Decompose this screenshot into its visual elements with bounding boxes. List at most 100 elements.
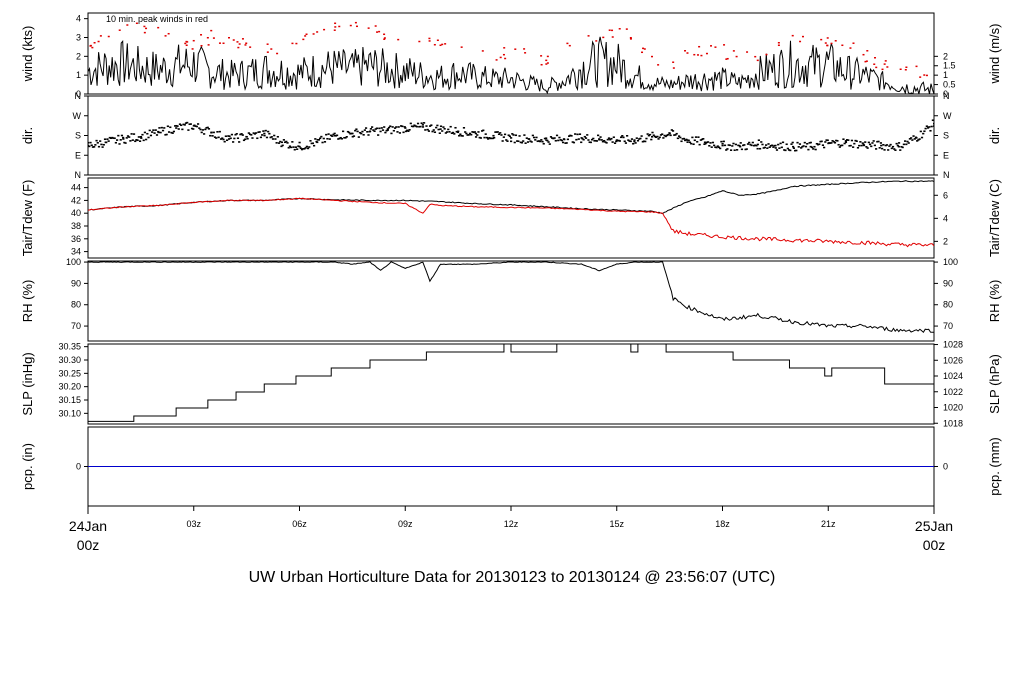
wind-dir-point xyxy=(767,143,770,145)
wind-dir-point xyxy=(815,142,818,145)
peak-wind-point xyxy=(184,42,187,45)
wind-dir-point xyxy=(176,125,179,127)
wind-dir-point xyxy=(656,135,659,138)
wind-dir-point xyxy=(726,148,729,150)
wind-dir-point xyxy=(464,131,467,133)
wind-dir-point xyxy=(460,134,463,137)
wind-dir-point xyxy=(715,146,718,149)
wind-dir-point xyxy=(746,143,750,145)
wind-dir-point xyxy=(439,128,442,130)
wind-dir-point xyxy=(613,142,617,145)
wind-dir-point xyxy=(187,129,190,131)
wind-dir-point xyxy=(879,142,883,144)
wind-dir-point xyxy=(905,143,908,146)
series-wind-speed xyxy=(88,36,934,94)
wind-dir-point xyxy=(287,146,290,149)
wind-dir-point xyxy=(395,126,398,128)
peak-wind-point xyxy=(191,48,194,50)
wind-dir-point xyxy=(412,125,415,128)
peak-wind-point xyxy=(378,30,381,33)
wind-dir-point xyxy=(369,128,373,130)
wind-dir-point xyxy=(436,124,439,127)
wind-dir-point xyxy=(358,131,362,134)
wind-dir-point xyxy=(796,141,799,144)
wind-dir-point xyxy=(576,133,579,136)
wind-dir-point xyxy=(878,147,881,149)
wind-dir-point xyxy=(727,144,730,146)
wind-dir-point xyxy=(188,123,191,126)
wind-dir-point xyxy=(667,133,670,136)
peak-wind-point xyxy=(504,57,507,60)
wind-dir-point xyxy=(632,142,635,145)
wind-dir-point xyxy=(496,131,499,133)
peak-wind-point xyxy=(237,46,240,49)
peak-wind-point xyxy=(864,60,867,63)
wind-dir-point xyxy=(786,147,789,150)
wind-dir-point xyxy=(181,128,184,131)
wind-dir-point xyxy=(257,131,260,133)
peak-wind-point xyxy=(865,60,868,62)
wind-dir-point xyxy=(139,135,143,138)
wind-dir-point xyxy=(554,139,557,142)
wind-dir-point xyxy=(903,140,907,142)
peak-wind-point xyxy=(852,42,855,44)
wind-dir-point xyxy=(663,134,666,137)
wind-dir-point xyxy=(931,119,934,122)
right-tick-label: 1.5 xyxy=(943,61,956,71)
wind-dir-point xyxy=(154,129,157,131)
peak-wind-point xyxy=(222,42,225,45)
wind-dir-point xyxy=(758,147,762,150)
wind-dir-point xyxy=(756,147,759,150)
peak-wind-point xyxy=(338,25,341,28)
wind-dir-point xyxy=(360,132,363,135)
wind-dir-point xyxy=(319,137,322,140)
peak-wind-point xyxy=(735,55,738,58)
wind-dir-point xyxy=(100,143,103,146)
wind-dir-point xyxy=(807,148,810,151)
wind-dir-point xyxy=(661,133,664,136)
wind-dir-point xyxy=(288,145,292,148)
wind-dir-point xyxy=(503,133,507,136)
wind-dir-point xyxy=(241,134,244,136)
wind-dir-point xyxy=(559,139,562,141)
wind-dir-point xyxy=(881,147,884,150)
wind-dir-point xyxy=(766,147,769,149)
wind-dir-point xyxy=(444,132,447,134)
wind-dir-point xyxy=(722,140,725,143)
wind-dir-point xyxy=(453,133,456,135)
wind-dir-point xyxy=(912,135,915,137)
wind-dir-point xyxy=(196,123,200,125)
wind-dir-point xyxy=(819,140,822,143)
peak-wind-point xyxy=(323,28,326,31)
wind-dir-point xyxy=(700,138,704,141)
wind-dir-point xyxy=(926,127,930,129)
peak-wind-point xyxy=(866,50,869,52)
wind-dir-point xyxy=(545,139,548,141)
peak-wind-point xyxy=(305,33,308,36)
wind-dir-point xyxy=(487,138,490,140)
wind-dir-point xyxy=(313,144,316,147)
wind-dir-point xyxy=(887,149,890,151)
wind-dir-point xyxy=(635,137,638,139)
wind-dir-point xyxy=(329,134,333,137)
wind-dir-point xyxy=(703,143,706,146)
wind-dir-point xyxy=(340,137,343,140)
wind-dir-point xyxy=(490,137,493,140)
wind-dir-point xyxy=(269,136,272,139)
wind-dir-point xyxy=(327,133,330,135)
wind-dir-point xyxy=(670,129,673,131)
left-tick-label: 80 xyxy=(71,300,81,310)
wind-dir-point xyxy=(694,136,698,138)
wind-dir-point xyxy=(757,139,760,142)
wind-dir-point xyxy=(232,141,235,143)
wind-dir-point xyxy=(589,141,592,144)
wind-dir-point xyxy=(558,136,561,139)
wind-dir-point xyxy=(296,148,299,150)
peak-wind-point xyxy=(587,35,590,37)
wind-dir-point xyxy=(677,135,681,137)
wind-dir-point xyxy=(101,146,104,148)
x-time-label: 00z xyxy=(923,537,946,553)
left-tick-label: 0 xyxy=(76,89,81,99)
wind-dir-point xyxy=(884,144,887,147)
peak-wind-point xyxy=(157,26,160,29)
